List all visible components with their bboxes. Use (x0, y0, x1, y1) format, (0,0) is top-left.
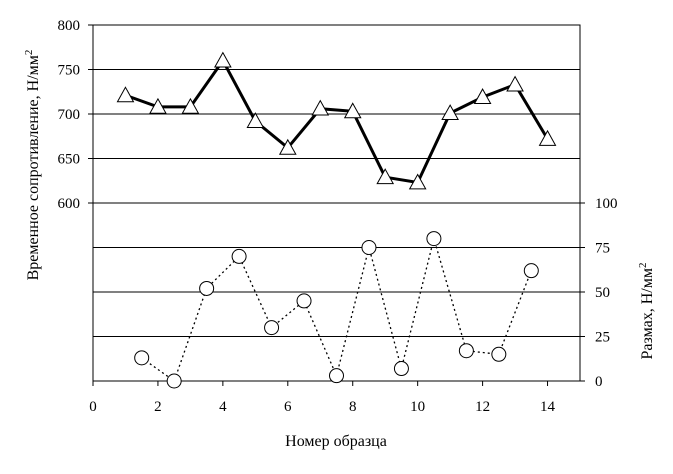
x-tick-label: 8 (349, 399, 357, 415)
circle-marker (426, 231, 442, 247)
grid (93, 69, 580, 337)
y-left-axis-title-text: Временное сопротивление, Н/мм (25, 55, 42, 280)
circle-marker (523, 263, 539, 279)
y-right-tick-label: 25 (595, 330, 610, 346)
triangle-marker (506, 75, 524, 92)
y-left-tick-label: 600 (58, 196, 81, 212)
triangle-marker (408, 173, 427, 190)
triangle-marker (343, 102, 362, 119)
y-left-tick-label: 650 (58, 152, 81, 168)
circle-marker (166, 373, 182, 389)
circle-marker (361, 240, 377, 255)
circle-marker (264, 320, 280, 336)
x-tick-label: 10 (410, 399, 425, 415)
y-right-axis-ticks: 0 25 50 75 100 (580, 196, 618, 390)
y-right-tick-label: 50 (595, 285, 610, 301)
triangle-marker (181, 97, 200, 114)
triangle-marker (441, 104, 459, 121)
series-line-strength (124, 57, 549, 185)
y-left-tick-label: 700 (58, 107, 81, 123)
y-left-tick-label: 800 (58, 18, 81, 34)
x-tick-label: 6 (284, 399, 292, 415)
x-axis-ticks: 0 2 4 6 8 10 12 14 (89, 381, 556, 415)
y-right-axis-title-superscript: 2 (637, 263, 649, 269)
y-left-axis-title: Временное сопротивление, Н/мм2 (23, 50, 42, 281)
y-left-axis-ticks: 600 650 700 750 800 (58, 18, 93, 212)
circle-marker (458, 343, 474, 359)
y-right-tick-label: 0 (595, 374, 603, 390)
circle-marker (231, 248, 247, 264)
circle-marker (199, 280, 215, 296)
triangle-marker (149, 97, 167, 114)
y-left-tick-label: 750 (58, 63, 81, 79)
x-axis-title: Номер образца (285, 433, 387, 450)
x-tick-label: 14 (540, 399, 556, 415)
series-markers (116, 51, 557, 389)
triangle-marker (214, 51, 232, 68)
triangle-marker (311, 99, 330, 116)
triangle-marker (376, 168, 395, 185)
y-right-axis-title: Размах, Н/мм2 (637, 263, 656, 360)
triangle-marker (246, 112, 265, 129)
series-line-range (141, 236, 532, 383)
triangle-marker (116, 86, 135, 103)
y-left-axis-title-superscript: 2 (23, 50, 35, 56)
circle-marker (491, 346, 507, 362)
circle-marker (393, 361, 409, 377)
y-right-axis-title-text: Размах, Н/мм (639, 268, 656, 359)
y-right-tick-label: 100 (595, 196, 618, 212)
x-tick-label: 4 (219, 399, 227, 415)
circle-marker (134, 350, 150, 366)
triangle-marker (278, 138, 297, 155)
circle-marker (296, 293, 312, 309)
x-tick-label: 12 (475, 399, 490, 415)
triangle-marker (473, 88, 492, 104)
circle-marker (329, 368, 344, 384)
y-right-tick-label: 75 (595, 241, 610, 257)
x-tick-label: 2 (154, 399, 162, 415)
x-tick-label: 0 (89, 399, 97, 415)
triangle-marker (538, 129, 557, 146)
